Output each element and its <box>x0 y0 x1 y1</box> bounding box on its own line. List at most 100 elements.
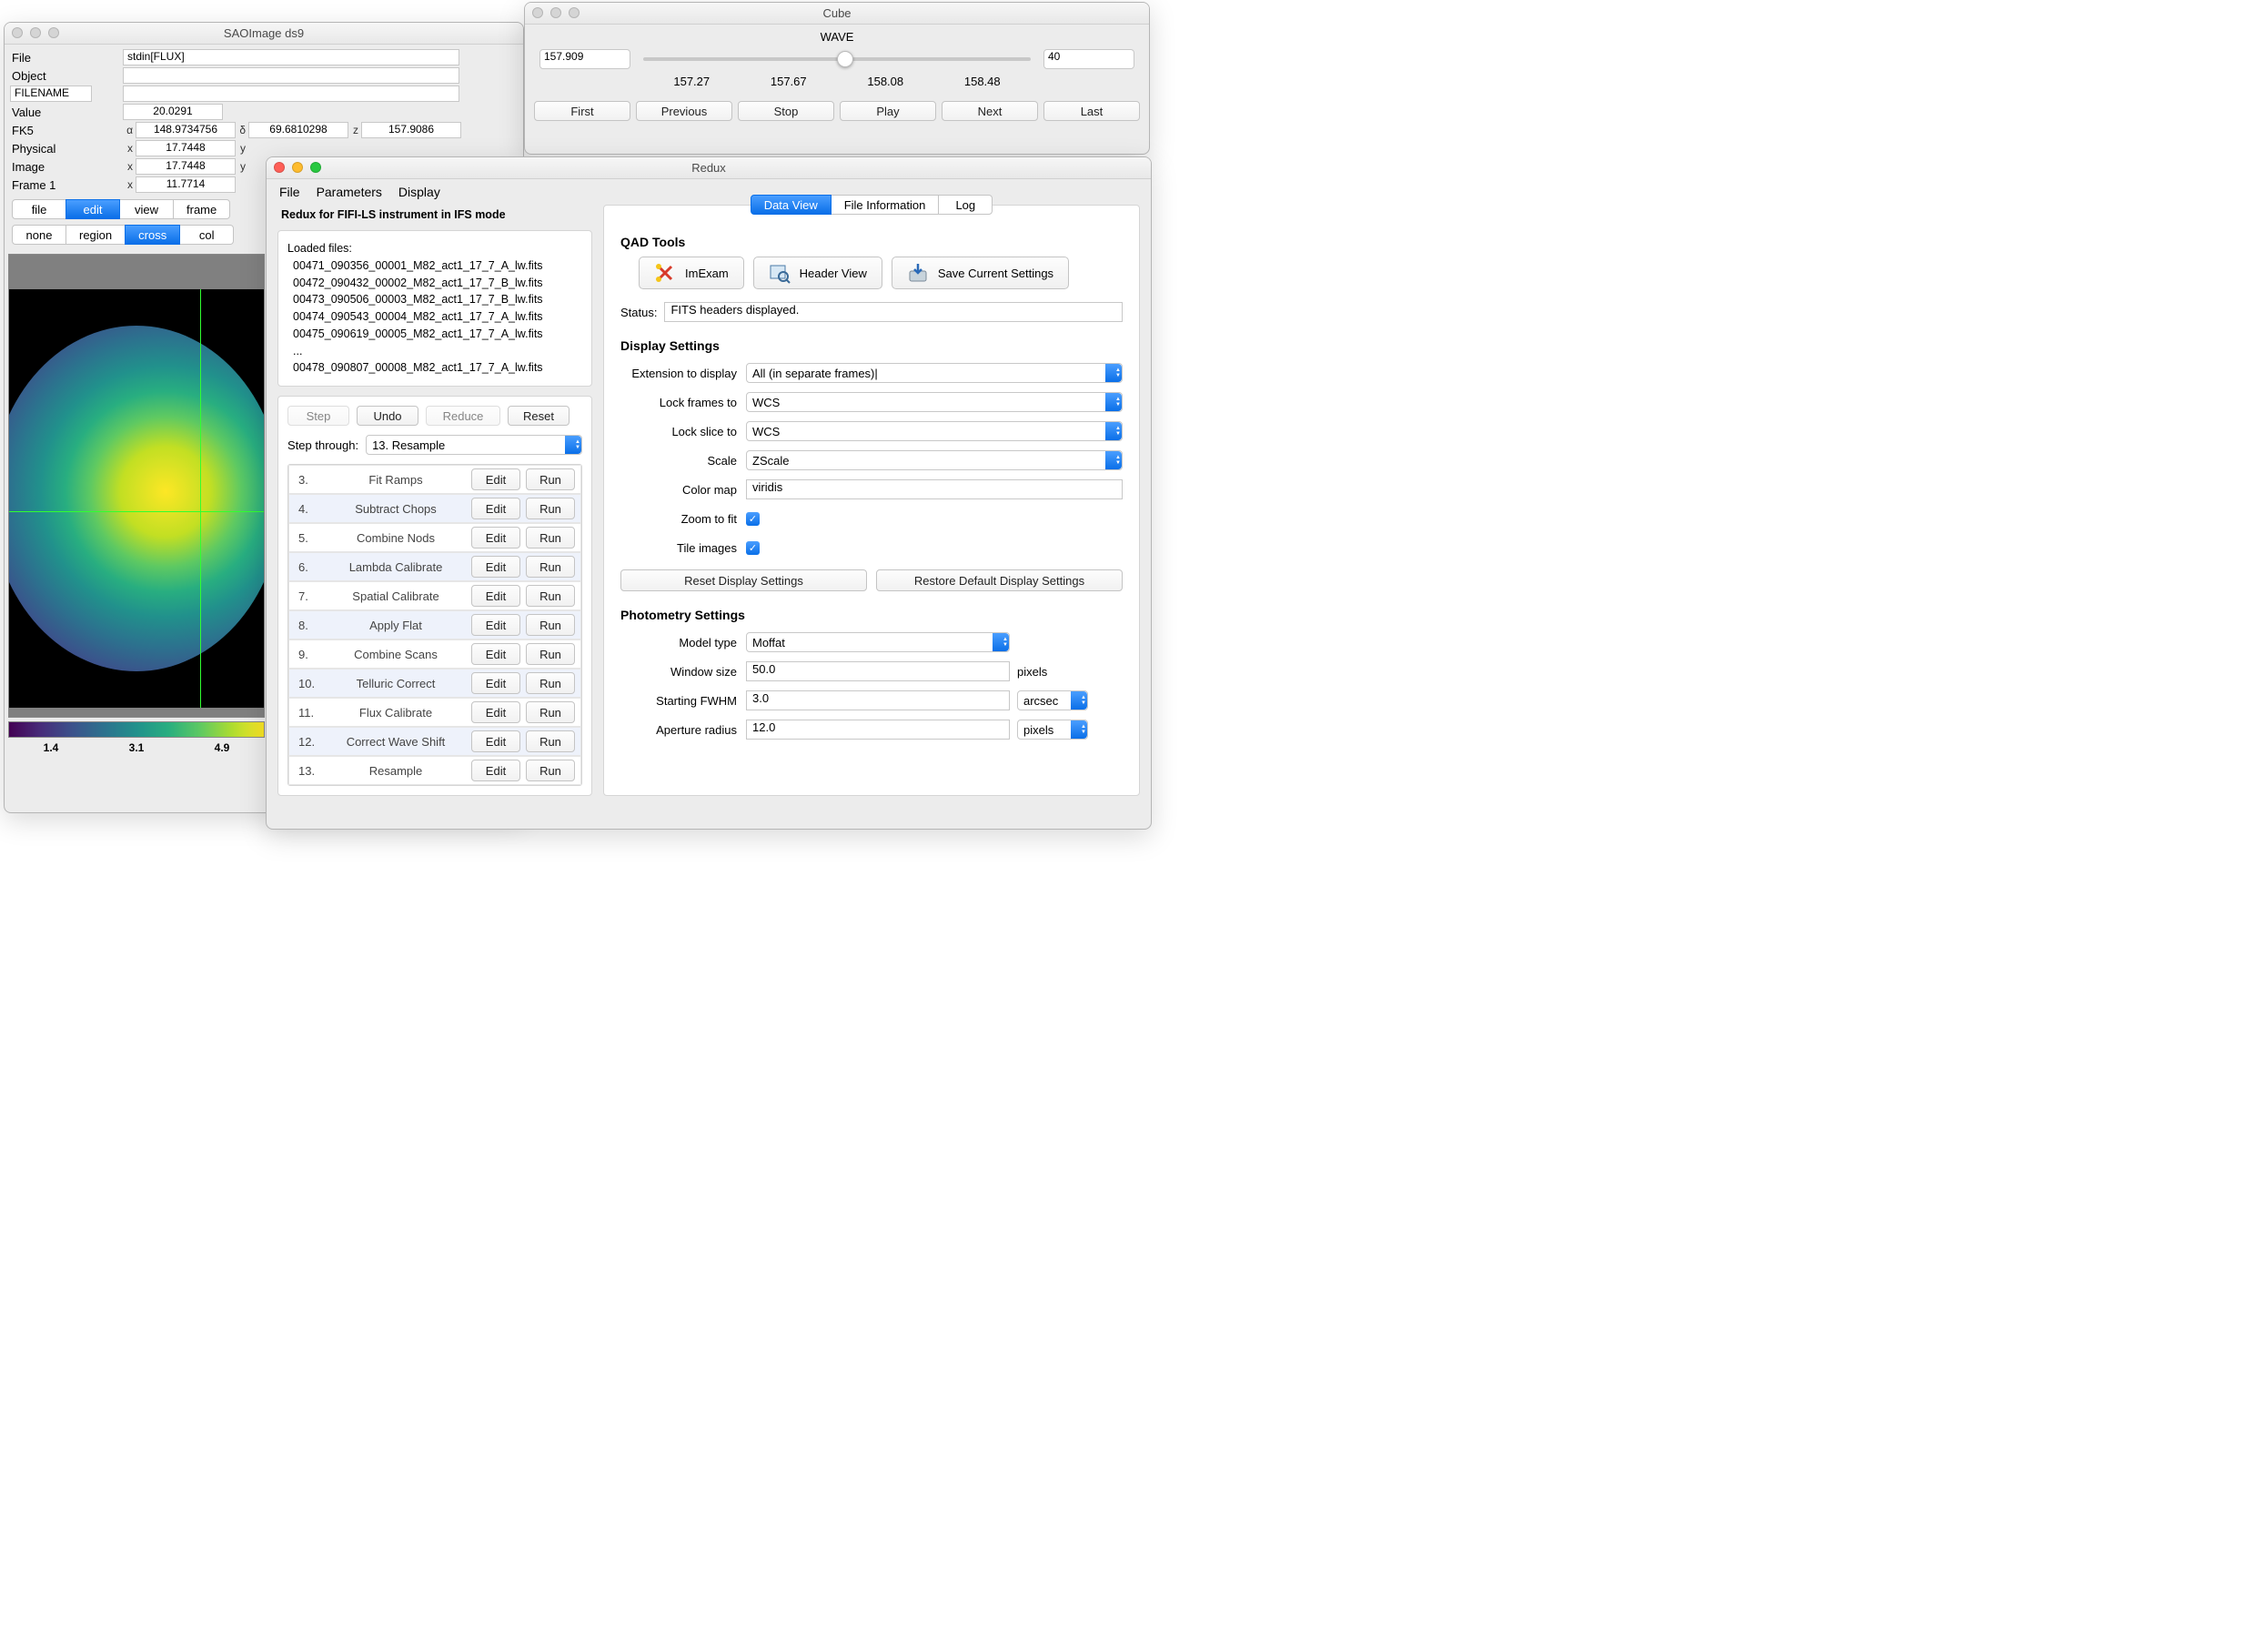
seg-file[interactable]: file <box>12 199 66 219</box>
previous-button[interactable]: Previous <box>636 101 732 121</box>
run-button[interactable]: Run <box>526 672 575 694</box>
edit-button[interactable]: Edit <box>471 527 520 549</box>
header-view-button[interactable]: Header View <box>753 257 882 289</box>
aperture-input[interactable]: 12.0 <box>746 720 1010 740</box>
fk5-label: FK5 <box>5 124 123 137</box>
wave-value[interactable]: 157.909 <box>539 49 630 69</box>
seg-File Information[interactable]: File Information <box>831 195 940 215</box>
model-select[interactable]: Moffat <box>746 632 1010 652</box>
close-icon[interactable] <box>532 7 543 18</box>
run-button[interactable]: Run <box>526 760 575 781</box>
seg-none[interactable]: none <box>12 225 66 245</box>
colormap-input[interactable]: viridis <box>746 479 1123 499</box>
run-button[interactable]: Run <box>526 468 575 490</box>
zoom-icon[interactable] <box>48 27 59 38</box>
seg-cross[interactable]: cross <box>125 225 180 245</box>
minimize-icon[interactable] <box>292 162 303 173</box>
step-through-select[interactable]: 13. Resample <box>366 435 582 455</box>
save-settings-button[interactable]: Save Current Settings <box>892 257 1069 289</box>
minimize-icon[interactable] <box>30 27 41 38</box>
minimize-icon[interactable] <box>550 7 561 18</box>
window-input[interactable]: 50.0 <box>746 661 1010 681</box>
wave-ticks: 157.27157.67158.08158.48 <box>525 69 1149 88</box>
wave-index[interactable]: 40 <box>1043 49 1134 69</box>
traffic-lights[interactable] <box>532 7 580 18</box>
loaded-files-label: Loaded files: <box>287 240 582 257</box>
next-button[interactable]: Next <box>942 101 1038 121</box>
lock-slice-select[interactable]: WCS <box>746 421 1123 441</box>
seg-view[interactable]: view <box>119 199 174 219</box>
loaded-file: ... <box>293 343 582 360</box>
restore-display-button[interactable]: Restore Default Display Settings <box>876 569 1123 591</box>
stop-button[interactable]: Stop <box>738 101 834 121</box>
edit-button[interactable]: Edit <box>471 585 520 607</box>
edit-button[interactable]: Edit <box>471 468 520 490</box>
traffic-lights[interactable] <box>274 162 321 173</box>
seg-col[interactable]: col <box>179 225 234 245</box>
value-label: Value <box>5 106 123 119</box>
menu-parameters[interactable]: Parameters <box>317 185 382 199</box>
seg-Data View[interactable]: Data View <box>751 195 832 215</box>
traffic-lights[interactable] <box>12 27 59 38</box>
close-icon[interactable] <box>12 27 23 38</box>
object-label: Object <box>5 69 123 83</box>
fwhm-unit-select[interactable]: arcsec <box>1017 690 1088 710</box>
edit-button[interactable]: Edit <box>471 556 520 578</box>
run-button[interactable]: Run <box>526 556 575 578</box>
zoom-icon[interactable] <box>569 7 580 18</box>
run-button[interactable]: Run <box>526 701 575 723</box>
extension-select[interactable]: All (in separate frames)| <box>746 363 1123 383</box>
imexam-button[interactable]: ImExam <box>639 257 744 289</box>
run-button[interactable]: Run <box>526 585 575 607</box>
ds9-image[interactable] <box>9 289 264 708</box>
undo-button[interactable]: Undo <box>357 406 418 426</box>
aperture-unit-select[interactable]: pixels <box>1017 720 1088 740</box>
seg-region[interactable]: region <box>66 225 126 245</box>
seg-Log[interactable]: Log <box>938 195 993 215</box>
step-row: 3. Fit Ramps Edit Run <box>288 465 581 494</box>
edit-button[interactable]: Edit <box>471 760 520 781</box>
step-row: 12. Correct Wave Shift Edit Run <box>288 727 581 756</box>
step-button[interactable]: Step <box>287 406 349 426</box>
reset-button[interactable]: Reset <box>508 406 570 426</box>
photometry-title: Photometry Settings <box>620 608 1123 622</box>
seg-edit[interactable]: edit <box>66 199 120 219</box>
menu-display[interactable]: Display <box>398 185 440 199</box>
run-button[interactable]: Run <box>526 643 575 665</box>
filename-field[interactable]: FILENAME <box>10 86 92 102</box>
edit-button[interactable]: Edit <box>471 701 520 723</box>
edit-button[interactable]: Edit <box>471 614 520 636</box>
step-row: 7. Spatial Calibrate Edit Run <box>288 581 581 610</box>
edit-button[interactable]: Edit <box>471 672 520 694</box>
seg-frame[interactable]: frame <box>173 199 230 219</box>
last-button[interactable]: Last <box>1043 101 1140 121</box>
run-button[interactable]: Run <box>526 498 575 519</box>
lock-frames-select[interactable]: WCS <box>746 392 1123 412</box>
close-icon[interactable] <box>274 162 285 173</box>
reset-display-button[interactable]: Reset Display Settings <box>620 569 867 591</box>
zoom-icon[interactable] <box>310 162 321 173</box>
cube-window: Cube WAVE 157.909 40 157.27157.67158.081… <box>524 2 1150 155</box>
reduce-button[interactable]: Reduce <box>426 406 500 426</box>
colorbar <box>8 721 265 738</box>
redux-right-panel: Data ViewFile InformationLog QAD Tools I… <box>603 205 1140 796</box>
run-button[interactable]: Run <box>526 527 575 549</box>
slider-thumb[interactable] <box>837 51 853 67</box>
first-button[interactable]: First <box>534 101 630 121</box>
ds9-canvas[interactable] <box>8 254 265 718</box>
fwhm-input[interactable]: 3.0 <box>746 690 1010 710</box>
zoom-checkbox[interactable]: ✓ <box>746 512 760 526</box>
run-button[interactable]: Run <box>526 730 575 752</box>
edit-button[interactable]: Edit <box>471 730 520 752</box>
scale-select[interactable]: ZScale <box>746 450 1123 470</box>
wave-slider[interactable] <box>643 57 1031 61</box>
fk5-z: 157.9086 <box>361 122 461 138</box>
status-label: Status: <box>620 306 657 319</box>
play-button[interactable]: Play <box>840 101 936 121</box>
run-button[interactable]: Run <box>526 614 575 636</box>
edit-button[interactable]: Edit <box>471 498 520 519</box>
tile-checkbox[interactable]: ✓ <box>746 541 760 555</box>
menu-file[interactable]: File <box>279 185 300 199</box>
img-x: 17.7448 <box>136 158 236 175</box>
edit-button[interactable]: Edit <box>471 643 520 665</box>
